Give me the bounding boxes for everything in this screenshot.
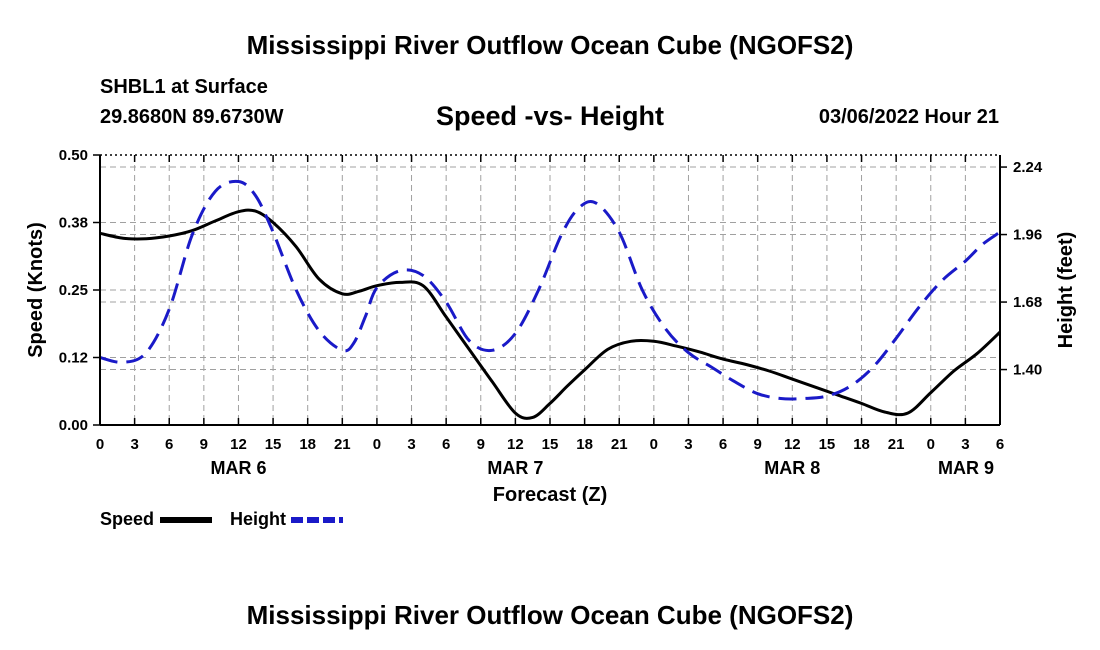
x-tick-label: 3 (130, 436, 138, 453)
x-tick-label: 15 (819, 436, 836, 453)
x-tick-label: 3 (407, 436, 415, 453)
x-day-label: MAR 9 (938, 458, 994, 478)
chart-main-title: Mississippi River Outflow Ocean Cube (NG… (246, 30, 854, 60)
chart-footer-title: Mississippi River Outflow Ocean Cube (NG… (246, 600, 854, 630)
x-tick-label: 9 (754, 436, 762, 453)
legend-speed-label: Speed (100, 509, 155, 529)
x-tick-label: 6 (165, 436, 173, 453)
x-tick-label: 21 (334, 436, 351, 453)
x-tick-label: 9 (200, 436, 208, 453)
y-tick-label: 0.50 (59, 147, 88, 164)
x-tick-label: 6 (442, 436, 450, 453)
x-tick-label: 0 (927, 436, 935, 453)
y2-tick-label: 2.24 (1013, 159, 1043, 176)
series-layer (99, 179, 1002, 420)
x-tick-label: 9 (477, 436, 485, 453)
y-tick-label: 0.00 (59, 417, 88, 434)
y-tick-label: 0.12 (59, 350, 88, 367)
x-day-label: MAR 8 (764, 458, 820, 478)
x-tick-label: 6 (996, 436, 1004, 453)
speed-series-line (99, 208, 1002, 420)
x-tick-label: 3 (684, 436, 692, 453)
y2-tick-label: 1.40 (1013, 362, 1042, 379)
x-tick-label: 18 (853, 436, 870, 453)
y2-axis-title: Height (feet) (1055, 232, 1077, 349)
x-tick-label: 15 (542, 436, 559, 453)
x-day-label: MAR 6 (210, 458, 266, 478)
forecast-datestamp: 03/06/2022 Hour 21 (818, 106, 999, 128)
x-tick-label: 0 (96, 436, 104, 453)
x-tick-label: 12 (230, 436, 247, 453)
legend-height-label: Height (230, 509, 286, 529)
x-axis-title: Forecast (Z) (493, 484, 607, 506)
x-tick-label: 0 (650, 436, 658, 453)
y-tick-label: 0.38 (59, 215, 88, 232)
grid-layer (100, 155, 1000, 425)
x-tick-label: 18 (576, 436, 593, 453)
y2-tick-label: 1.68 (1013, 294, 1042, 311)
x-tick-label: 12 (784, 436, 801, 453)
height-series-line (99, 179, 1001, 401)
station-coordinates: 29.8680N 89.6730W (100, 106, 284, 128)
x-day-label: MAR 7 (487, 458, 543, 478)
x-tick-label: 15 (265, 436, 282, 453)
x-tick-label: 21 (888, 436, 905, 453)
x-tick-label: 18 (299, 436, 316, 453)
x-tick-label: 6 (719, 436, 727, 453)
y-axis-title: Speed (Knots) (25, 222, 47, 358)
station-label: SHBL1 at Surface (100, 76, 268, 98)
chart-subtitle: Speed -vs- Height (435, 101, 665, 131)
x-tick-label: 3 (961, 436, 969, 453)
x-tick-label: 0 (373, 436, 381, 453)
x-tick-label: 21 (611, 436, 628, 453)
y-tick-label: 0.25 (59, 282, 88, 299)
axes-layer: 0 3 6 9 12 15 18 21 0 3 6 9 12 15 18 21 0 3 6 9 12 15 18 21 0 3 6M… (25, 147, 1077, 506)
x-tick-label: 12 (507, 436, 524, 453)
y2-tick-label: 1.96 (1013, 227, 1042, 244)
